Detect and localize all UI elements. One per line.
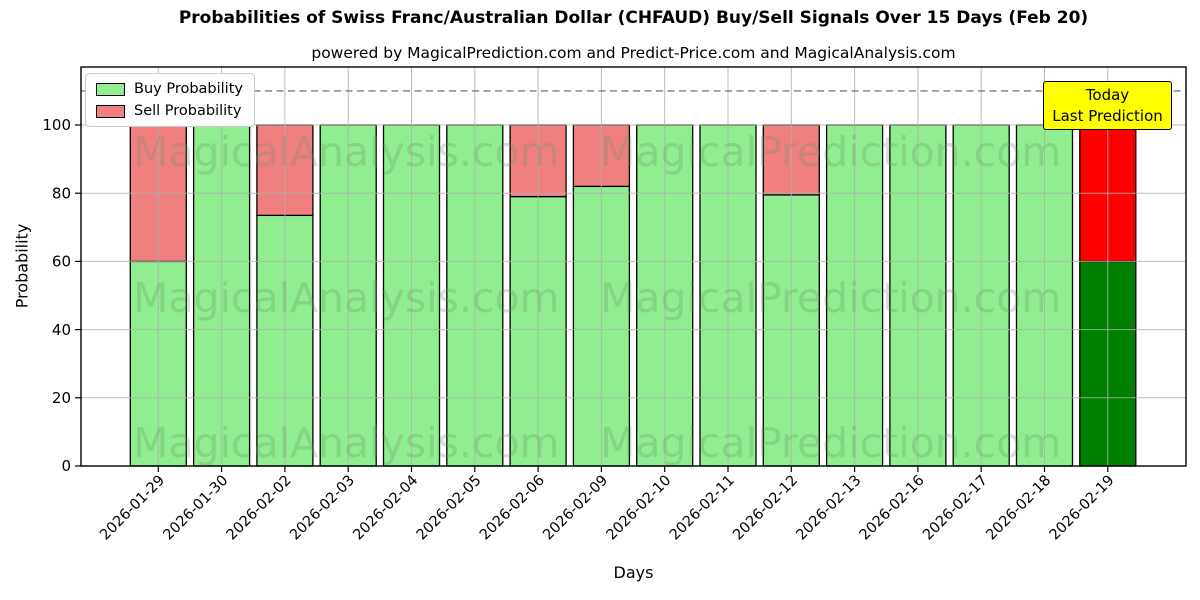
y-axis-label: Probability (12, 223, 32, 309)
x-axis-label: Days (613, 563, 654, 582)
chart-title: Probabilities of Swiss Franc/Australian … (178, 8, 1089, 28)
x-tick-label: 2026-02-16 (857, 473, 928, 544)
x-tick-label: 2026-02-03 (287, 473, 358, 544)
x-tick-label: 2026-02-10 (604, 473, 675, 544)
watermark-right: MagicalPrediction.com (600, 128, 1061, 176)
legend-label-buy: Buy Probability (134, 81, 243, 97)
plot-border (80, 66, 1187, 467)
y-tick-label: 20 (52, 389, 71, 407)
x-tick-label: 2026-02-18 (983, 473, 1054, 544)
x-tick-label: 2026-02-13 (794, 473, 865, 544)
x-tick-label: 2026-01-29 (97, 473, 168, 544)
watermark-right: MagicalPrediction.com (600, 419, 1061, 467)
x-tick-label: 2026-02-06 (477, 473, 548, 544)
x-tick-label: 2026-02-12 (730, 473, 801, 544)
x-tick-label: 2026-02-19 (1047, 473, 1118, 544)
sell-swatch (96, 104, 125, 118)
x-tick-label: 2026-02-11 (667, 473, 738, 544)
y-tick-label: 40 (52, 321, 71, 339)
x-tick-label: 2026-02-02 (224, 473, 295, 544)
watermark-left: MagicalAnalysis.com (133, 128, 560, 176)
y-tick-label: 80 (52, 184, 71, 202)
today-annotation: Today Last Prediction (1043, 81, 1172, 130)
buy-swatch (96, 82, 125, 96)
watermark-left: MagicalAnalysis.com (133, 419, 560, 467)
x-tick-label: 2026-02-17 (920, 473, 991, 544)
legend-item-buy: Buy Probability (96, 81, 243, 97)
watermark-right: MagicalPrediction.com (600, 274, 1061, 322)
x-tick-label: 2026-02-04 (350, 473, 421, 544)
y-tick-label: 0 (61, 457, 71, 475)
today-annotation-line1: Today (1085, 85, 1130, 104)
y-tick-label: 60 (52, 253, 71, 271)
chart-subtitle: powered by MagicalPrediction.com and Pre… (311, 44, 956, 62)
legend-item-sell: Sell Probability (96, 103, 243, 119)
y-tick-label: 100 (42, 116, 71, 134)
watermark-left: MagicalAnalysis.com (133, 274, 560, 322)
x-tick-label: 2026-01-30 (161, 473, 232, 544)
legend: Buy Probability Sell Probability (85, 73, 255, 127)
x-tick-label: 2026-02-09 (540, 473, 611, 544)
x-tick-label: 2026-02-05 (414, 473, 485, 544)
legend-label-sell: Sell Probability (134, 103, 242, 119)
today-annotation-line2: Last Prediction (1052, 106, 1163, 125)
